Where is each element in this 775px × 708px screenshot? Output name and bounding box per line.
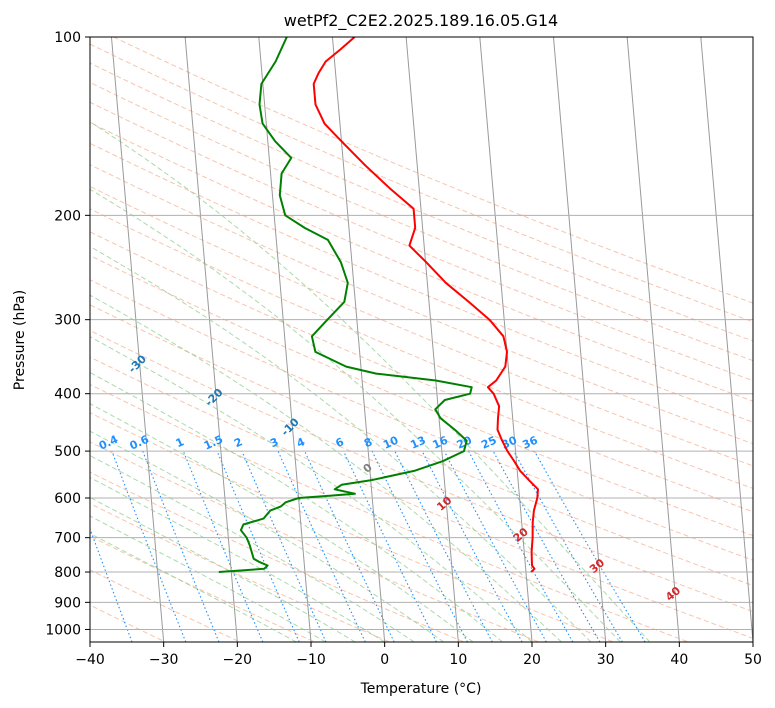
- mixing-ratio-label: 16: [431, 434, 451, 452]
- y-tick-label: 700: [54, 531, 81, 547]
- moist-adiabat-line: [90, 294, 562, 642]
- y-tick-label: 100: [54, 30, 81, 46]
- y-tick-label: 1000: [45, 622, 81, 638]
- y-tick-label: 300: [54, 313, 81, 329]
- isotherm-line: [700, 37, 753, 642]
- mixing-ratio-line: [142, 450, 220, 642]
- moist-adiabat-line: [90, 532, 297, 642]
- mixing-ratio-label: 36: [520, 434, 540, 452]
- x-tick-label: −30: [149, 652, 179, 668]
- isotherm-line: [405, 37, 459, 642]
- mixing-ratio-label: 13: [408, 434, 427, 452]
- y-tick-label: 400: [54, 387, 81, 403]
- dry-adiabat-line: [90, 122, 753, 402]
- chart-title: wetPf2_C2E2.2025.189.16.05.G14: [284, 11, 558, 31]
- mixing-ratio-line: [90, 527, 133, 642]
- mixing-ratio-label: 10: [381, 434, 401, 452]
- moist-adiabat-line: [90, 121, 651, 642]
- dry-adiabat-line: [113, 37, 753, 304]
- y-tick-label: 900: [54, 595, 81, 611]
- moist-adiabat-line: [90, 476, 385, 642]
- mixing-ratio-line: [421, 450, 523, 642]
- x-tick-label: 40: [670, 652, 688, 668]
- dry-adiabat-line: [90, 164, 753, 445]
- mixing-ratio-line: [468, 450, 574, 642]
- dry-adiabat-line: [90, 412, 614, 642]
- isotherm-line: [479, 37, 533, 642]
- mixing-ratio-line: [111, 450, 187, 642]
- temperature-profile-line: [312, 37, 539, 573]
- mixing-ratio-label: 20: [455, 434, 475, 452]
- x-axis-label: Temperature (°C): [360, 681, 482, 697]
- y-tick-label: 500: [54, 444, 81, 460]
- dewpoint-profile-line: [218, 37, 473, 573]
- dry-adiabat-line: [90, 254, 753, 537]
- y-tick-label: 200: [54, 208, 81, 224]
- y-axis-label: Pressure (hPa): [12, 290, 28, 390]
- dry-adiabat-line: [90, 62, 753, 342]
- dry-adiabat-line: [90, 471, 465, 642]
- dry-adiabat-line: [90, 502, 390, 642]
- dry-adiabat-line: [90, 304, 753, 587]
- mixing-ratio-line: [371, 450, 468, 642]
- mixing-ratio-line: [492, 450, 601, 642]
- x-tick-label: 20: [523, 652, 541, 668]
- mixing-ratio-line: [443, 450, 547, 642]
- x-tick-label: 0: [380, 652, 389, 668]
- y-tick-label: 600: [54, 491, 81, 507]
- isotherm-line: [331, 37, 386, 642]
- axes: −40 −30 −20 −10 0 10 20 30 40 50 100 200 300 400 500 60…: [45, 30, 762, 668]
- x-tick-label: −20: [223, 652, 253, 668]
- dry-adiabat-line: [90, 279, 753, 561]
- y-tick-label: 800: [54, 565, 81, 581]
- isotherm-line: [110, 37, 165, 642]
- isotherm-line: [258, 37, 312, 642]
- mixing-ratio-line: [343, 450, 437, 642]
- x-tick-label: −10: [296, 652, 326, 668]
- mixing-ratio-label: 25: [479, 434, 498, 452]
- x-tick-label: 10: [449, 652, 467, 668]
- x-tick-label: 30: [597, 652, 615, 668]
- moist-adiabat-line: [90, 245, 592, 642]
- isotherm-line: [626, 37, 680, 642]
- mixing-ratio-line: [182, 450, 264, 642]
- x-tick-label: 50: [744, 652, 762, 668]
- x-tick-label: −40: [75, 652, 105, 668]
- dry-adiabat-line: [90, 185, 753, 467]
- moist-adiabat-line: [90, 496, 356, 642]
- dry-adiabat-line: [90, 101, 753, 382]
- dry-adiabat-line: [90, 441, 539, 642]
- moist-adiabat-line: [90, 188, 621, 642]
- plot-frame: [89, 36, 754, 643]
- moist-adiabat-line: [90, 371, 503, 642]
- dry-adiabat-line: [90, 535, 315, 642]
- isotherm-line: [184, 37, 238, 642]
- dry-adiabat-line: [90, 208, 753, 489]
- dry-adiabat-line: [90, 329, 753, 613]
- isotherm-line: [552, 37, 607, 642]
- moist-adiabat-line: [90, 430, 444, 642]
- moist-adiabat-line: [90, 455, 415, 642]
